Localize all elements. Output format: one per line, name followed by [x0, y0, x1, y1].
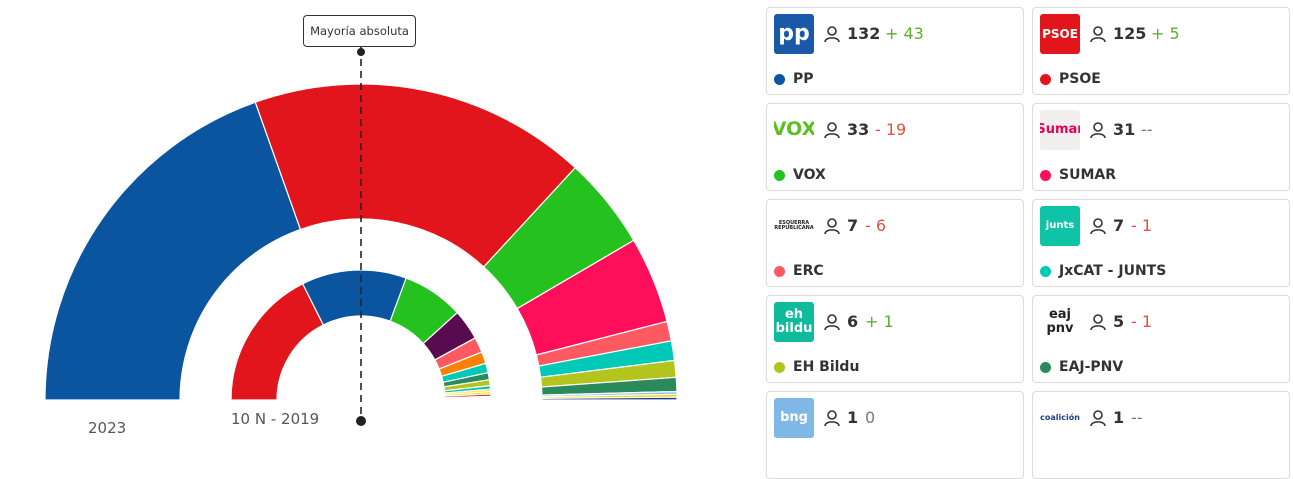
- party-name: JxCAT - JUNTS: [1059, 263, 1167, 279]
- party-logo-text: coalición: [1040, 412, 1080, 422]
- party-logo-text: pp: [778, 21, 810, 47]
- party-name: PSOE: [1059, 71, 1101, 87]
- party-logo-text: ESQUERRA REPUBLICANA: [774, 219, 814, 231]
- majority-tooltip: Mayoría absoluta: [303, 15, 416, 47]
- party-name: EAJ-PNV: [1059, 359, 1124, 375]
- party-name: VOX: [793, 167, 826, 183]
- seat-count: 7: [847, 216, 859, 235]
- party-color-dot: [774, 266, 785, 277]
- party-logo: pp: [774, 14, 814, 54]
- seat-change: --: [1141, 120, 1153, 139]
- party-card-psoe[interactable]: PSOE 125 + 5 PSOE: [1032, 7, 1290, 95]
- party-color-dot: [1040, 266, 1051, 277]
- party-logo-text: PSOE: [1042, 26, 1078, 41]
- party-name: ERC: [793, 263, 824, 279]
- seat-change: - 1: [1131, 216, 1153, 235]
- party-logo-text: eh bildu: [775, 307, 813, 336]
- party-logo-text: eaj pnv: [1046, 307, 1074, 336]
- seat-change: - 1: [1131, 312, 1153, 331]
- party-color-dot: [774, 170, 785, 181]
- majority-line-bottom-dot: [356, 416, 366, 426]
- party-color-dot: [774, 362, 785, 373]
- seat-segment-2019-0[interactable]: [230, 283, 325, 401]
- party-logo-text: VOX: [774, 118, 814, 141]
- party-card-eh-bildu[interactable]: eh bildu 6 + 1 EH Bildu: [766, 295, 1024, 383]
- person-icon: [1089, 313, 1107, 336]
- person-icon: [1089, 217, 1107, 240]
- seat-count: 1: [847, 408, 859, 427]
- party-card-jxcat-junts[interactable]: junts 7 - 1 JxCAT - JUNTS: [1032, 199, 1290, 287]
- seat-count: 6: [847, 312, 859, 331]
- party-logo: eh bildu: [774, 302, 814, 342]
- seat-change: + 43: [885, 24, 924, 43]
- person-icon: [823, 121, 841, 144]
- seat-change: + 1: [865, 312, 894, 331]
- party-color-dot: [1040, 362, 1051, 373]
- seat-segment-2023-10[interactable]: [541, 396, 678, 401]
- party-logo: VOX: [774, 110, 814, 150]
- seat-count: 31: [1113, 120, 1136, 139]
- seat-segment-2023-0[interactable]: [44, 101, 302, 401]
- person-icon: [823, 25, 841, 48]
- party-card-extra-9[interactable]: coalición 1 --: [1032, 391, 1290, 479]
- seat-count: 132: [847, 24, 881, 43]
- person-icon: [1089, 121, 1107, 144]
- seat-count: 33: [847, 120, 870, 139]
- party-card-eaj-pnv[interactable]: eaj pnv 5 - 1 EAJ-PNV: [1032, 295, 1290, 383]
- party-logo-text: Sumar: [1040, 122, 1080, 138]
- seat-change: + 5: [1151, 24, 1180, 43]
- party-logo: junts: [1040, 206, 1080, 246]
- party-logo: bng: [774, 398, 814, 438]
- party-logo: Sumar: [1040, 110, 1080, 150]
- seat-change: --: [1131, 408, 1143, 427]
- party-card-pp[interactable]: pp 132 + 43 PP: [766, 7, 1024, 95]
- person-icon: [823, 217, 841, 240]
- party-card-erc[interactable]: ESQUERRA REPUBLICANA 7 - 6 ERC: [766, 199, 1024, 287]
- ring-label-2023: 2023: [88, 419, 127, 437]
- seat-count: 1: [1113, 408, 1125, 427]
- party-logo: ESQUERRA REPUBLICANA: [774, 206, 814, 246]
- party-logo-text: junts: [1045, 219, 1075, 231]
- party-name: SUMAR: [1059, 167, 1116, 183]
- seat-change: 0: [865, 408, 876, 427]
- seat-segment-2019-15[interactable]: [444, 398, 492, 401]
- person-icon: [1089, 25, 1107, 48]
- party-card-sumar[interactable]: Sumar 31 -- SUMAR: [1032, 103, 1290, 191]
- party-logo: eaj pnv: [1040, 302, 1080, 342]
- party-logo: coalición: [1040, 398, 1080, 438]
- party-color-dot: [1040, 170, 1051, 181]
- seat-count: 7: [1113, 216, 1125, 235]
- party-logo: PSOE: [1040, 14, 1080, 54]
- party-card-extra-8[interactable]: bng 1 0: [766, 391, 1024, 479]
- majority-line-top-dot: [357, 48, 365, 56]
- seat-count: 125: [1113, 24, 1147, 43]
- person-icon: [1089, 409, 1107, 432]
- seat-change: - 19: [875, 120, 907, 139]
- party-name: PP: [793, 71, 814, 87]
- person-icon: [823, 409, 841, 432]
- parliament-chart: 2023 10 N - 2019 Mayoría absoluta: [44, 15, 678, 437]
- party-name: EH Bildu: [793, 359, 860, 375]
- party-card-vox[interactable]: VOX 33 - 19 VOX: [766, 103, 1024, 191]
- party-logo-text: bng: [780, 410, 808, 426]
- party-color-dot: [1040, 74, 1051, 85]
- party-color-dot: [774, 74, 785, 85]
- seat-segment-2023-1[interactable]: [254, 83, 577, 268]
- hemicycle-svg: [44, 47, 678, 426]
- seat-change: - 6: [865, 216, 887, 235]
- seat-count: 5: [1113, 312, 1125, 331]
- ring-label-2019: 10 N - 2019: [231, 410, 320, 428]
- person-icon: [823, 313, 841, 336]
